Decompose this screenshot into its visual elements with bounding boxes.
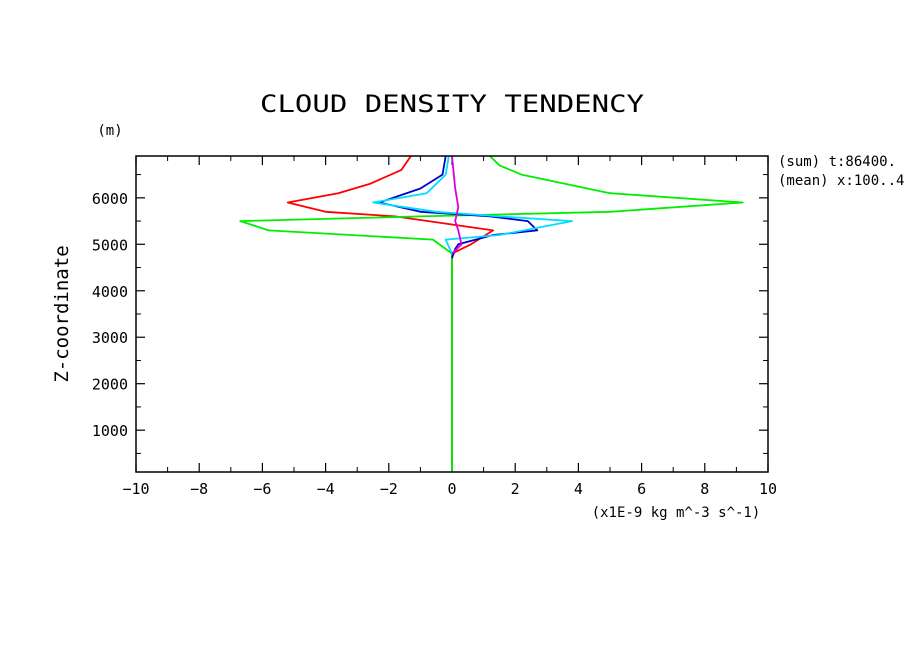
chart-title: CLOUD DENSITY TENDENCY xyxy=(260,90,645,118)
x-tick-label: 0 xyxy=(447,480,456,498)
x-tick-label: 4 xyxy=(574,480,583,498)
x-axis-label: (x1E-9 kg m^-3 s^-1) xyxy=(592,505,761,521)
y-unit-label: (m) xyxy=(97,123,122,139)
x-tick-label: −2 xyxy=(380,480,398,498)
x-tick-label: 8 xyxy=(700,480,709,498)
plot-frame xyxy=(135,155,769,473)
series-line-3 xyxy=(378,155,539,259)
annotation-mean: (mean) x:100..4 xyxy=(778,173,904,189)
y-tick-label: 4000 xyxy=(92,283,128,301)
series-line-5 xyxy=(451,155,463,255)
x-tick-label: −4 xyxy=(317,480,335,498)
x-tick-label: −6 xyxy=(253,480,271,498)
y-tick-label: 1000 xyxy=(92,422,128,440)
y-tick-label: 3000 xyxy=(92,329,128,347)
series-line-1 xyxy=(286,155,495,472)
y-tick-label: 6000 xyxy=(92,190,128,208)
x-tick-label: −8 xyxy=(190,480,208,498)
x-tick-label: 2 xyxy=(511,480,520,498)
x-tick-label: −10 xyxy=(122,480,149,498)
y-tick-label: 5000 xyxy=(92,236,128,254)
x-tick-label: 10 xyxy=(759,480,777,498)
y-tick-label: 2000 xyxy=(92,376,128,394)
x-tick-label: 6 xyxy=(637,480,646,498)
tick-labels: −10 −8 −6 −4 −2 0 2 4 6 8 10 1000 2000 3000 4000 5000 60… xyxy=(92,190,777,498)
series-line-4 xyxy=(372,155,573,254)
annotation-sum: (sum) t:86400. xyxy=(778,154,896,170)
series-lines xyxy=(239,155,744,472)
y-axis-label: Z-coordinate xyxy=(51,245,73,382)
series-line-2 xyxy=(239,155,744,472)
